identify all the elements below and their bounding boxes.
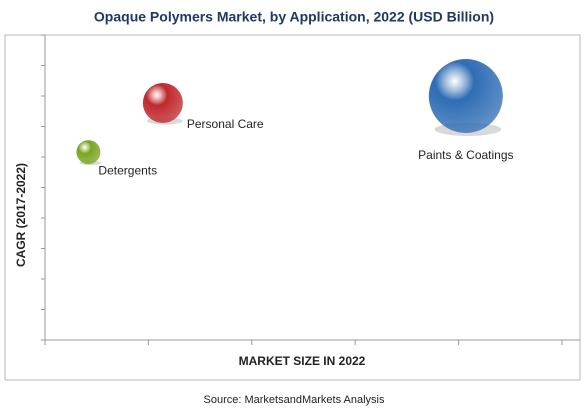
bubble-label: Personal Care [187,117,264,131]
x-axis-title: MARKET SIZE IN 2022 [239,354,366,368]
bubble [142,83,183,124]
bubble [428,59,503,133]
bubble [76,140,101,165]
y-axis-title: CAGR (2017-2022) [14,163,28,267]
chart-title: Opaque Polymers Market, by Application, … [94,9,494,25]
plot-frame [4,34,581,381]
source: Source: MarketsandMarkets Analysis [204,394,385,406]
bubble-label: Detergents [98,163,157,177]
bubble-label: Paints & Coatings [418,148,513,162]
